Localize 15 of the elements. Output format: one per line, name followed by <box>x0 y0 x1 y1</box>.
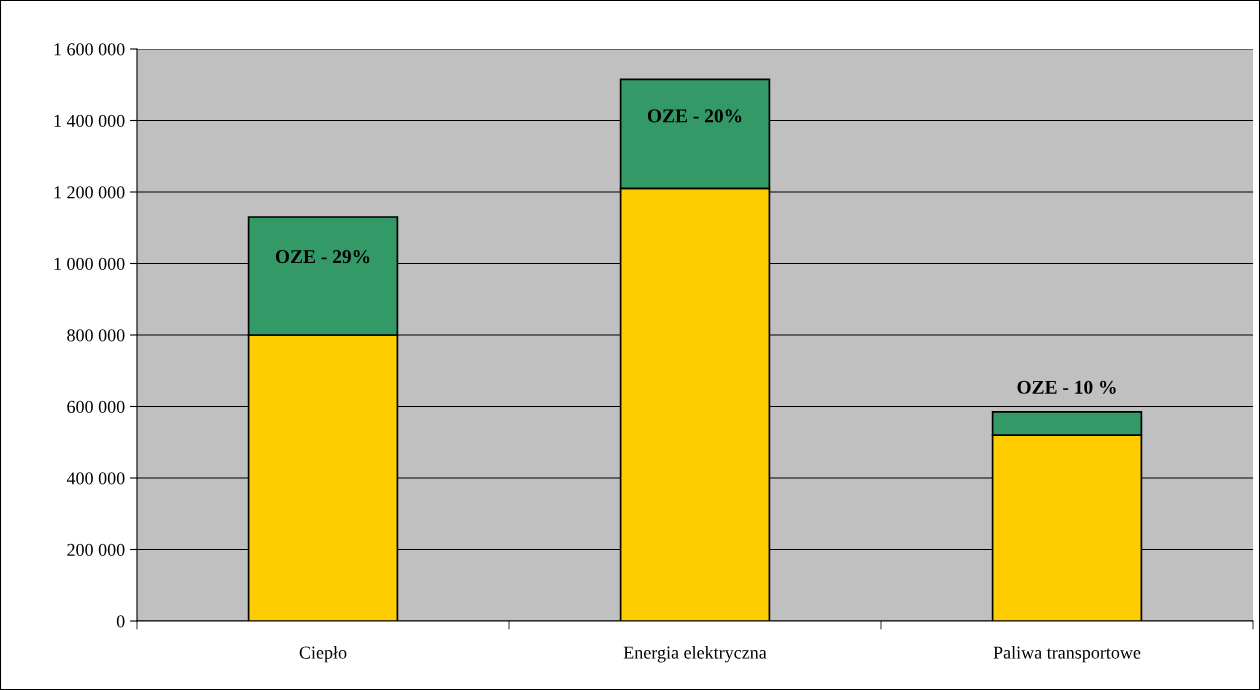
annotation: OZE - 20% <box>647 109 742 123</box>
x-tick-label: Paliwa transportowe <box>993 646 1141 663</box>
y-tick-label: 800 000 <box>67 329 125 342</box>
y-tick-label: 1 400 000 <box>54 114 125 127</box>
y-tick-label: 0 <box>116 615 125 628</box>
y-tick-label: 1 200 000 <box>54 186 125 199</box>
annotation: OZE - 10 % <box>1017 380 1116 394</box>
y-tick-label: 1 600 000 <box>54 43 125 56</box>
x-tick-label: Ciepło <box>299 646 347 663</box>
y-tick-label: 1 000 000 <box>54 257 125 270</box>
y-tick-label: 600 000 <box>67 400 125 413</box>
annotation: OZE - 29% <box>275 250 370 264</box>
y-tick-label: 200 000 <box>67 543 125 556</box>
y-tick-label: 400 000 <box>66 472 125 485</box>
x-tick-label: Energia elektryczna <box>623 646 767 663</box>
